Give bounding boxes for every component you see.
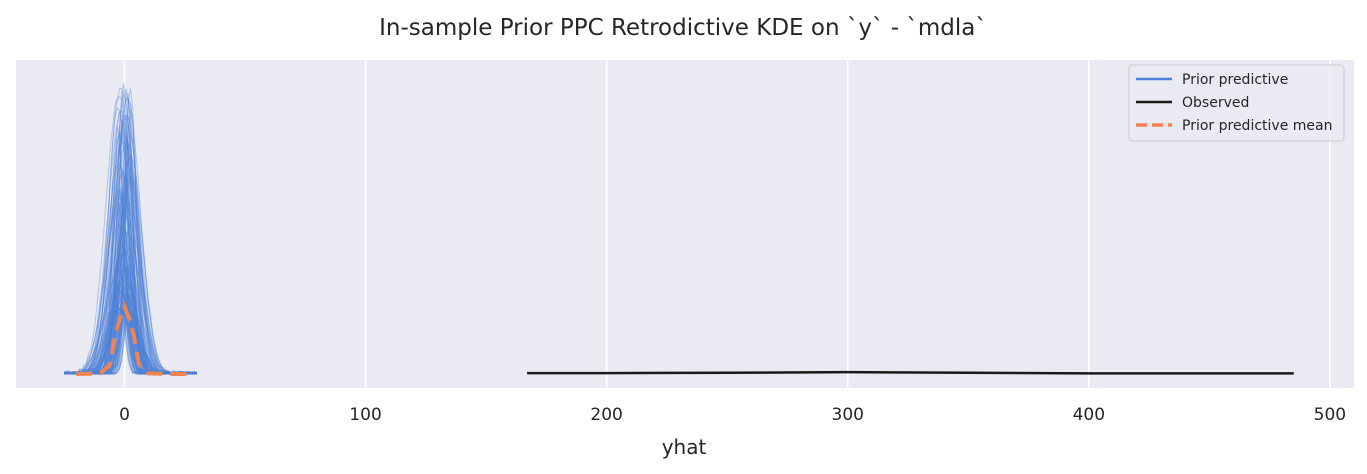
- chart-title: In-sample Prior PPC Retrodictive KDE on …: [379, 15, 987, 41]
- x-tick-label: 200: [590, 405, 622, 425]
- legend-label: Prior predictive: [1182, 72, 1288, 88]
- grid-lines: [123, 60, 1331, 388]
- x-tick-label: 300: [832, 405, 864, 425]
- x-tick-label: 500: [1314, 405, 1346, 425]
- x-tick-label: 0: [119, 405, 130, 425]
- observed-series-line: [527, 370, 1294, 375]
- prior-predictive-mean-line: [76, 301, 192, 376]
- x-axis-ticks: 0 100 200 300 400 500: [119, 405, 1346, 425]
- x-tick-label: 100: [349, 405, 381, 425]
- x-tick-label: 400: [1073, 405, 1105, 425]
- prior-predictive-sample-curve: [64, 96, 198, 375]
- legend-frame: [1128, 64, 1345, 142]
- legend-label: Observed: [1182, 95, 1249, 111]
- prior-predictive-sample-curve: [63, 95, 198, 375]
- legend-label: Prior predictive mean: [1182, 118, 1332, 134]
- x-axis-label: yhat: [662, 435, 707, 459]
- legend: Prior predictive Observed Prior predictive…: [1128, 64, 1345, 142]
